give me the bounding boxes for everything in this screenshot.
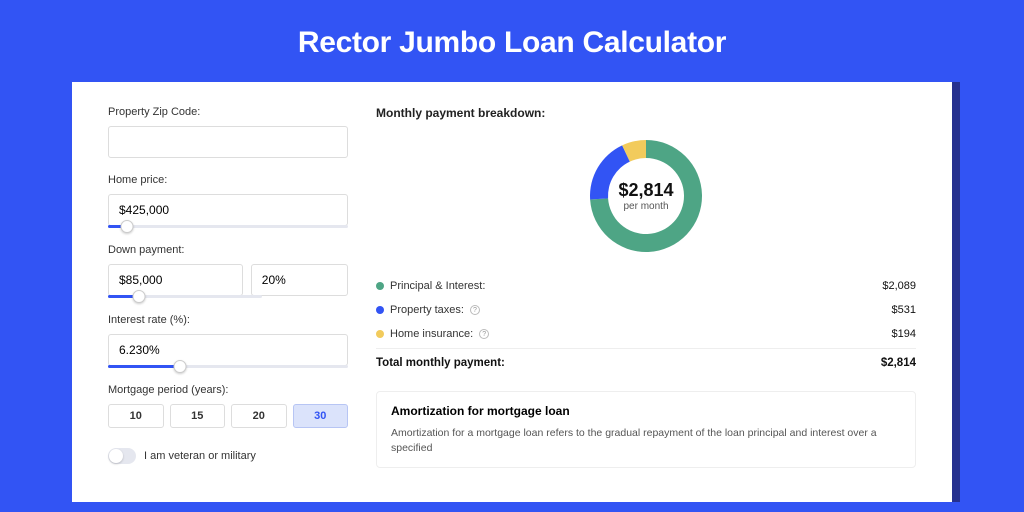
down-payment-pct-input[interactable] [251,264,348,296]
field-interest: Interest rate (%): [108,314,348,368]
legend-row: Home insurance:? $194 [376,322,916,346]
home-price-input[interactable] [108,194,348,226]
field-period: Mortgage period (years): 10152030 [108,384,348,428]
period-button-10[interactable]: 10 [108,404,164,428]
legend-dot [376,330,384,338]
legend-dot [376,282,384,290]
total-label: Total monthly payment: [376,357,505,369]
interest-label: Interest rate (%): [108,314,348,326]
calculator-panel: Property Zip Code: Home price: Down paym… [72,82,952,502]
zip-input[interactable] [108,126,348,158]
legend-value: $2,089 [882,280,916,292]
toggle-knob [109,449,123,463]
field-zip: Property Zip Code: [108,106,348,158]
down-payment-label: Down payment: [108,244,348,256]
period-button-15[interactable]: 15 [170,404,226,428]
veteran-toggle[interactable] [108,448,136,464]
amortization-card: Amortization for mortgage loan Amortizat… [376,391,916,468]
breakdown-column: Monthly payment breakdown: $2,814 per mo… [376,106,916,478]
total-value: $2,814 [881,357,916,369]
donut-sub: per month [618,201,673,212]
info-icon[interactable]: ? [479,329,489,339]
period-button-30[interactable]: 30 [293,404,349,428]
legend-label: Property taxes: [390,304,464,316]
donut-center: $2,814 per month [618,180,673,212]
legend-label: Home insurance: [390,328,473,340]
home-price-slider[interactable] [108,225,348,228]
page-title: Rector Jumbo Loan Calculator [0,0,1024,82]
donut-chart: $2,814 per month [376,126,916,266]
veteran-toggle-row: I am veteran or military [108,448,348,464]
down-payment-slider[interactable] [108,295,262,298]
veteran-label: I am veteran or military [144,450,256,462]
legend-value: $531 [892,304,916,316]
interest-input[interactable] [108,334,348,366]
total-row: Total monthly payment: $2,814 [376,348,916,377]
field-down-payment: Down payment: [108,244,348,298]
field-home-price: Home price: [108,174,348,228]
interest-slider[interactable] [108,365,348,368]
legend-row: Principal & Interest: $2,089 [376,274,916,298]
zip-label: Property Zip Code: [108,106,348,118]
home-price-label: Home price: [108,174,348,186]
down-payment-amount-input[interactable] [108,264,243,296]
donut-value: $2,814 [618,180,673,201]
amortization-title: Amortization for mortgage loan [391,404,901,418]
breakdown-title: Monthly payment breakdown: [376,106,916,120]
period-label: Mortgage period (years): [108,384,348,396]
legend-label: Principal & Interest: [390,280,485,292]
amortization-body: Amortization for a mortgage loan refers … [391,426,901,455]
legend-row: Property taxes:? $531 [376,298,916,322]
legend-dot [376,306,384,314]
form-column: Property Zip Code: Home price: Down paym… [108,106,348,478]
period-button-20[interactable]: 20 [231,404,287,428]
info-icon[interactable]: ? [470,305,480,315]
legend-value: $194 [892,328,916,340]
